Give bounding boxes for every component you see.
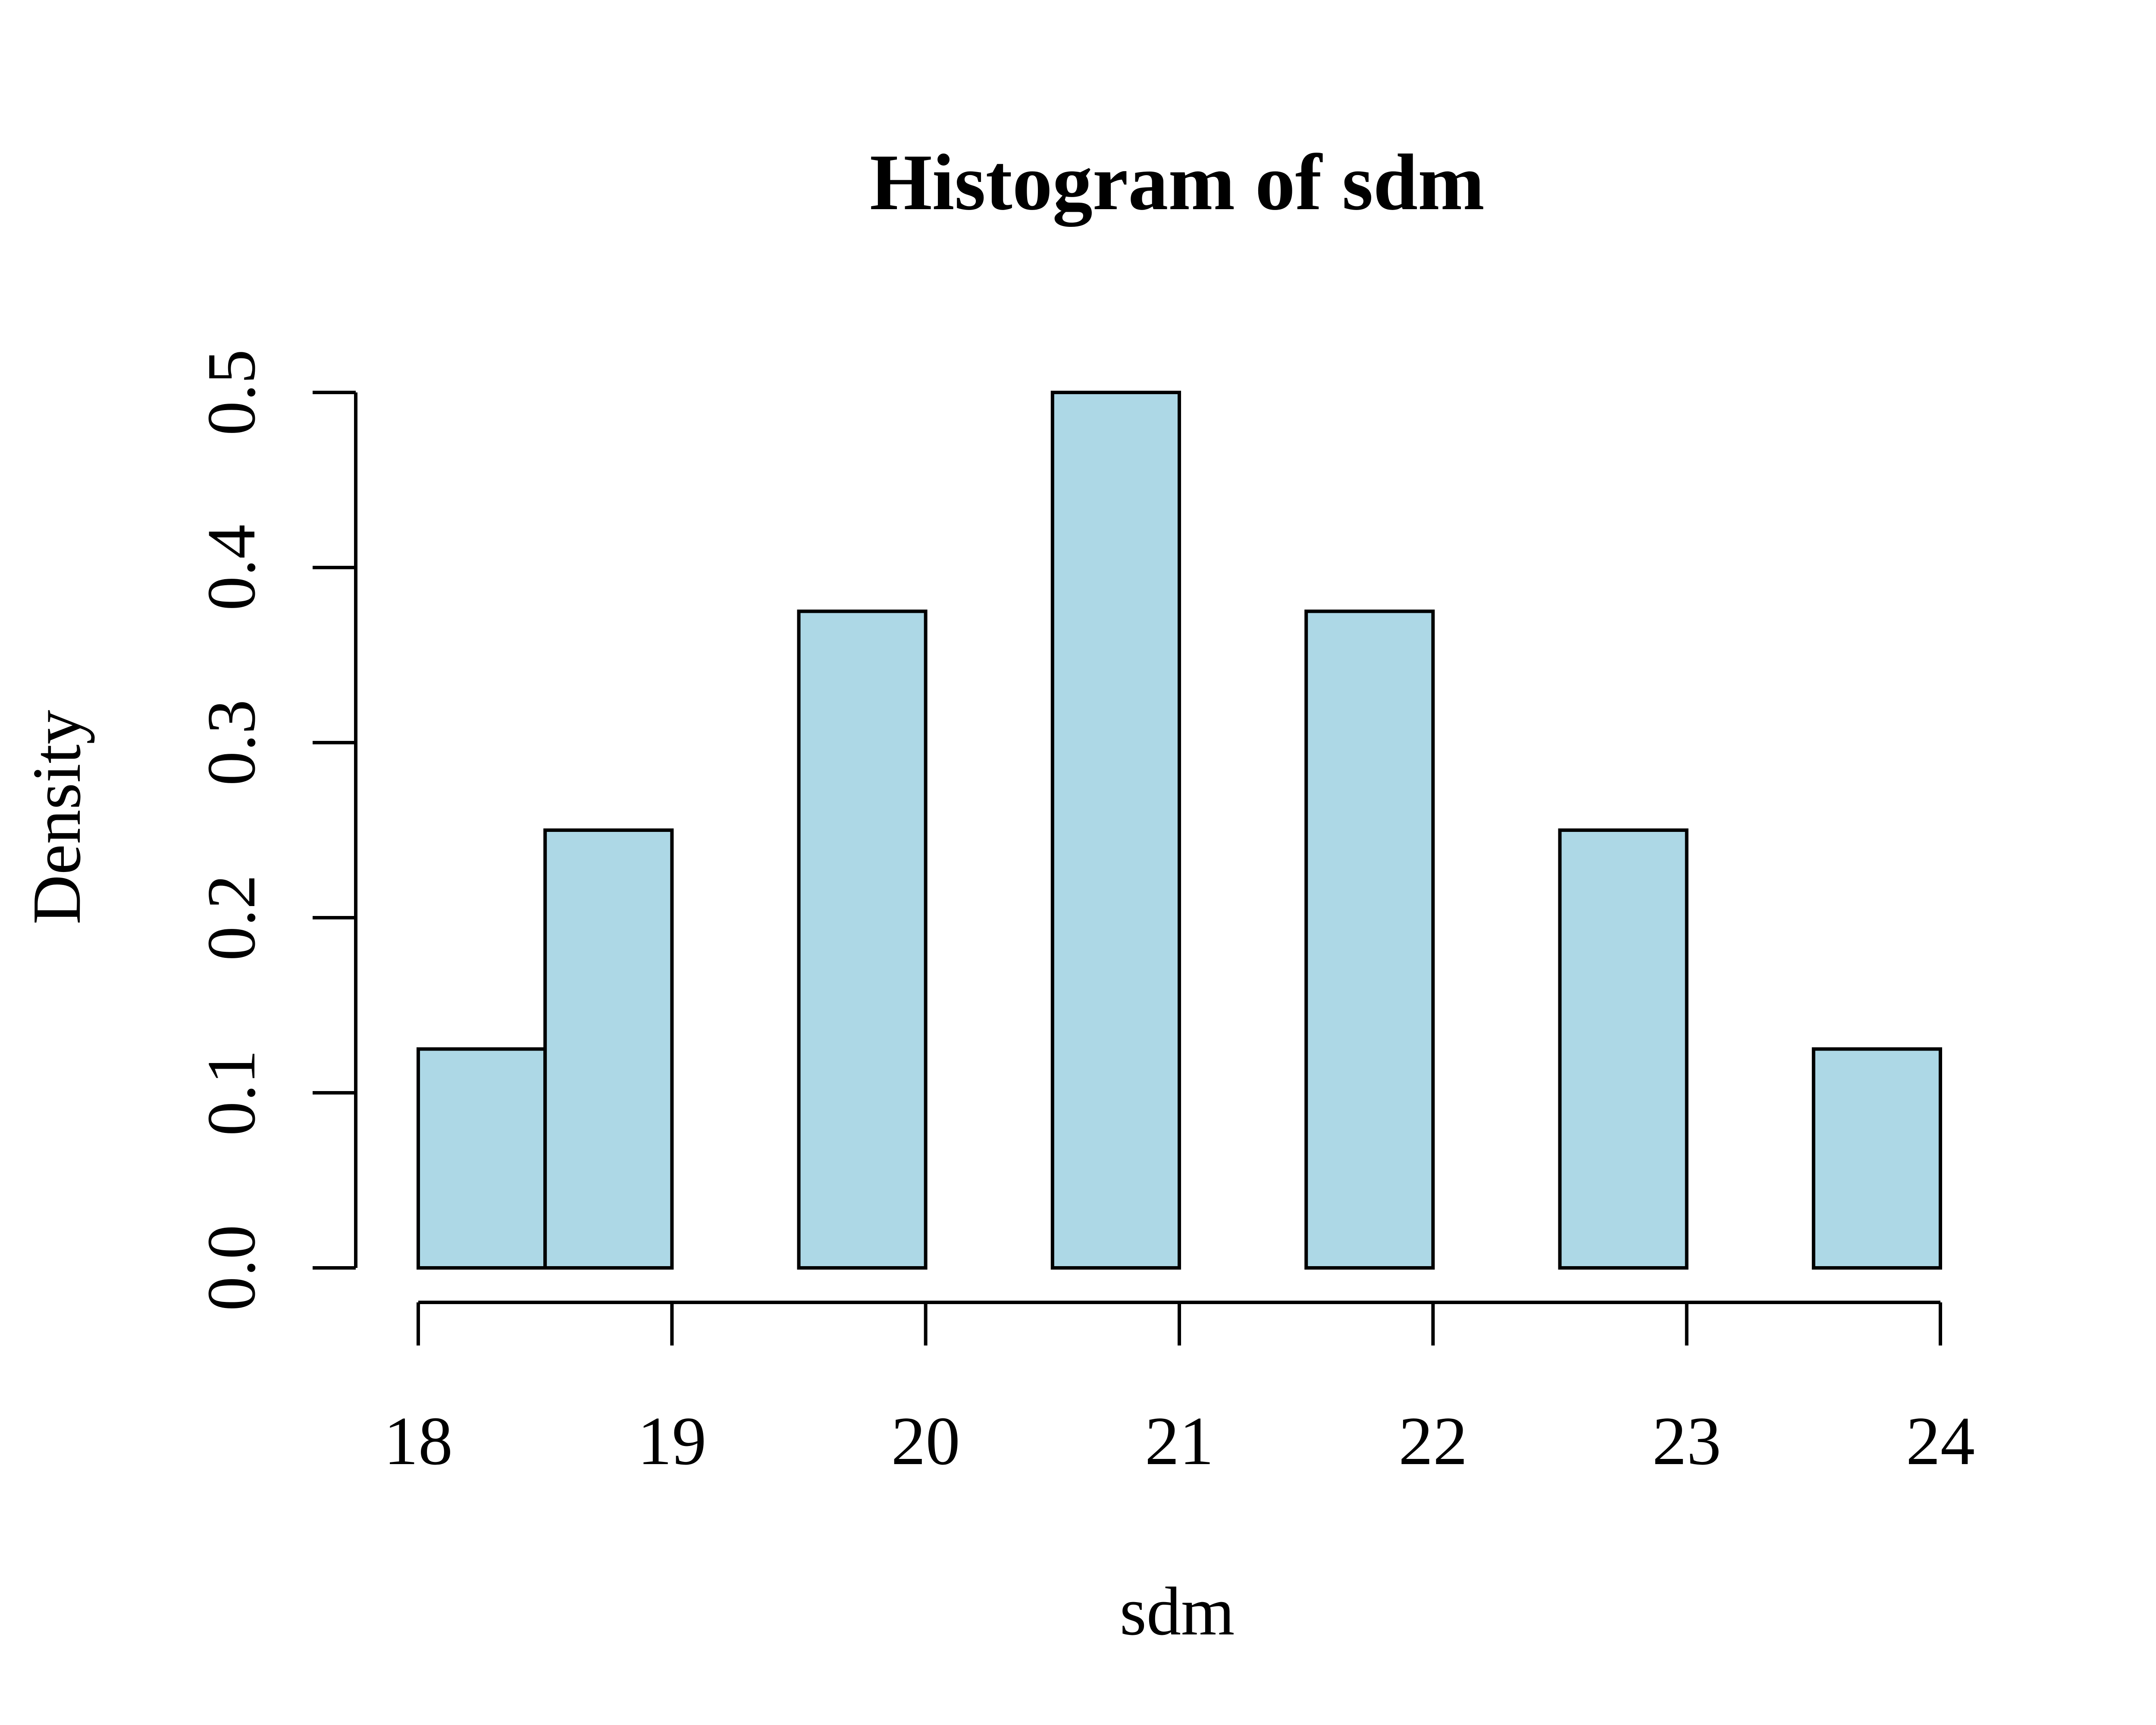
x-tick-label: 21: [1145, 1402, 1214, 1479]
y-tick-label: 0.3: [193, 699, 270, 786]
x-tick-label: 19: [637, 1402, 706, 1479]
y-axis-label: Density: [18, 710, 95, 925]
histogram-bar-5: [1050, 391, 1181, 1270]
chart-title: Histogram of sdm: [870, 138, 1485, 227]
y-tick-label: 0.0: [193, 1225, 270, 1311]
bars-group: [417, 391, 1943, 1270]
x-tick-label: 24: [1906, 1402, 1975, 1479]
y-tick-label: 0.4: [193, 524, 270, 611]
histogram-bar-7: [1304, 609, 1435, 1270]
y-tick-label: 0.1: [193, 1050, 270, 1136]
histogram-bar-0: [417, 1047, 547, 1270]
x-tick-label: 18: [384, 1402, 453, 1479]
y-axis: 0.0 0.1 0.2 0.3 0.4 0.5: [193, 349, 357, 1311]
x-tick-label: 22: [1398, 1402, 1467, 1479]
x-tick-label: 23: [1652, 1402, 1721, 1479]
histogram-bar-1: [543, 828, 674, 1270]
histogram-bar-9: [1558, 828, 1689, 1270]
x-axis: 18 19 20 21 22 23 24: [384, 1301, 1975, 1479]
histogram-bar-11: [1811, 1047, 1943, 1270]
x-tick-label: 20: [891, 1402, 960, 1479]
x-axis-label: sdm: [1120, 1573, 1235, 1650]
y-tick-label: 0.2: [193, 875, 270, 961]
histogram-bar-3: [797, 609, 928, 1270]
y-tick-label: 0.5: [193, 349, 270, 436]
